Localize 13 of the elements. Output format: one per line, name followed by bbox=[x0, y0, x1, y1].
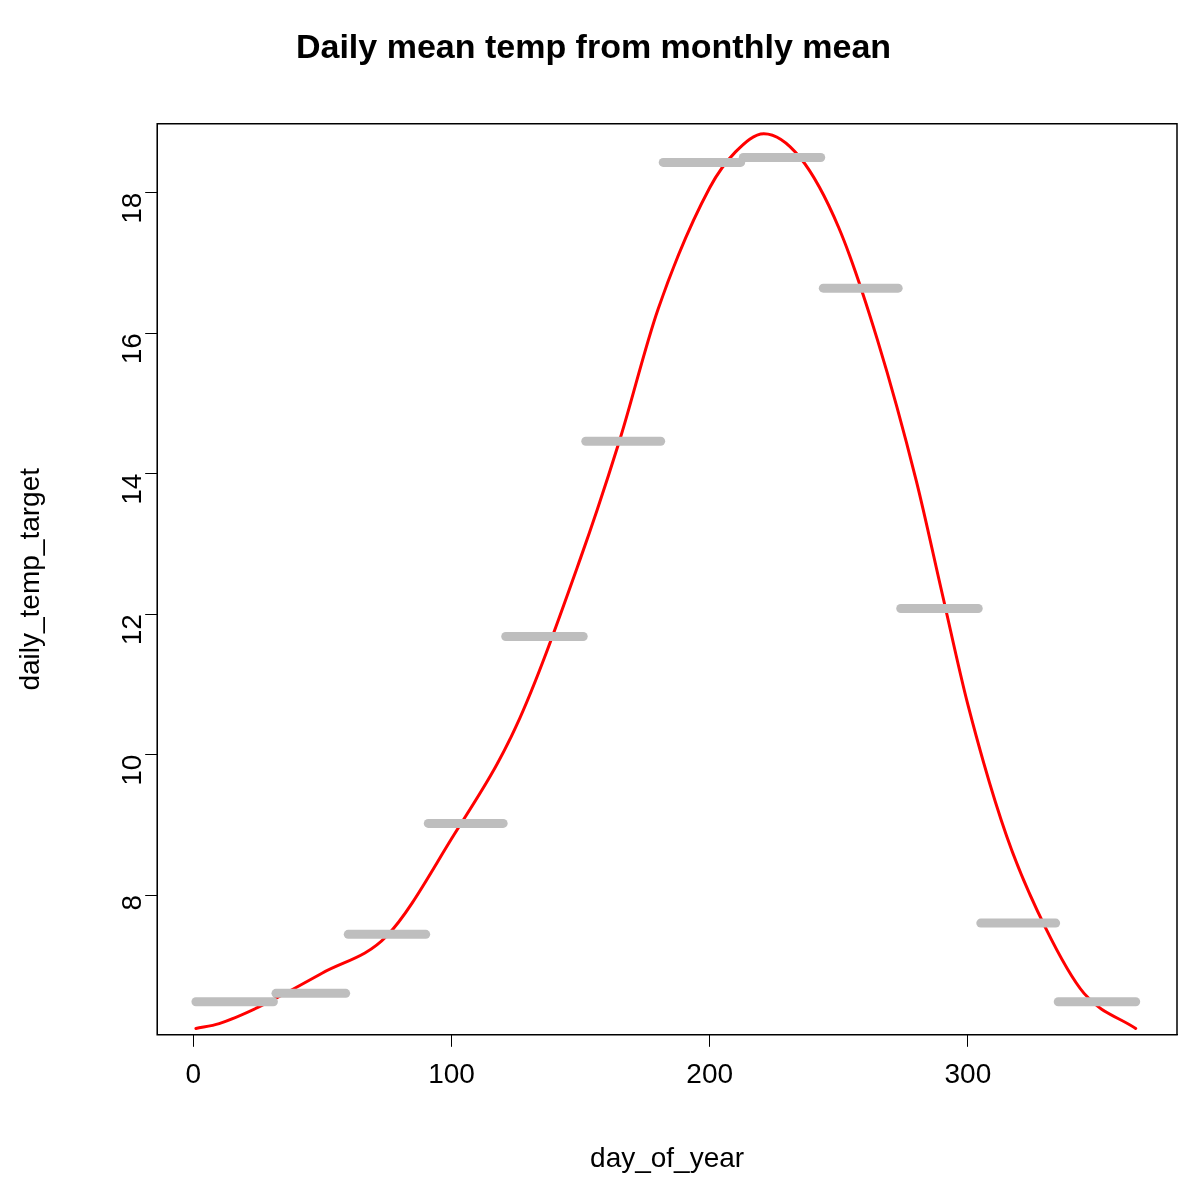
y-tick-label: 14 bbox=[115, 473, 147, 505]
x-tick-label: 300 bbox=[944, 1058, 992, 1090]
x-tick-label: 100 bbox=[428, 1058, 475, 1090]
x-axis-title: day_of_year bbox=[590, 1141, 745, 1173]
y-tick-label: 8 bbox=[115, 895, 147, 911]
x-tick-label: 0 bbox=[185, 1058, 202, 1090]
y-tick-label: 18 bbox=[115, 192, 147, 224]
x-tick-label: 200 bbox=[686, 1058, 734, 1090]
y-axis-title: daily_temp_target bbox=[13, 467, 45, 691]
chart-title: Daily mean temp from monthly mean bbox=[295, 26, 892, 65]
y-tick-label: 10 bbox=[115, 754, 147, 786]
y-tick-label: 12 bbox=[115, 614, 147, 646]
y-tick-label: 16 bbox=[115, 333, 147, 365]
